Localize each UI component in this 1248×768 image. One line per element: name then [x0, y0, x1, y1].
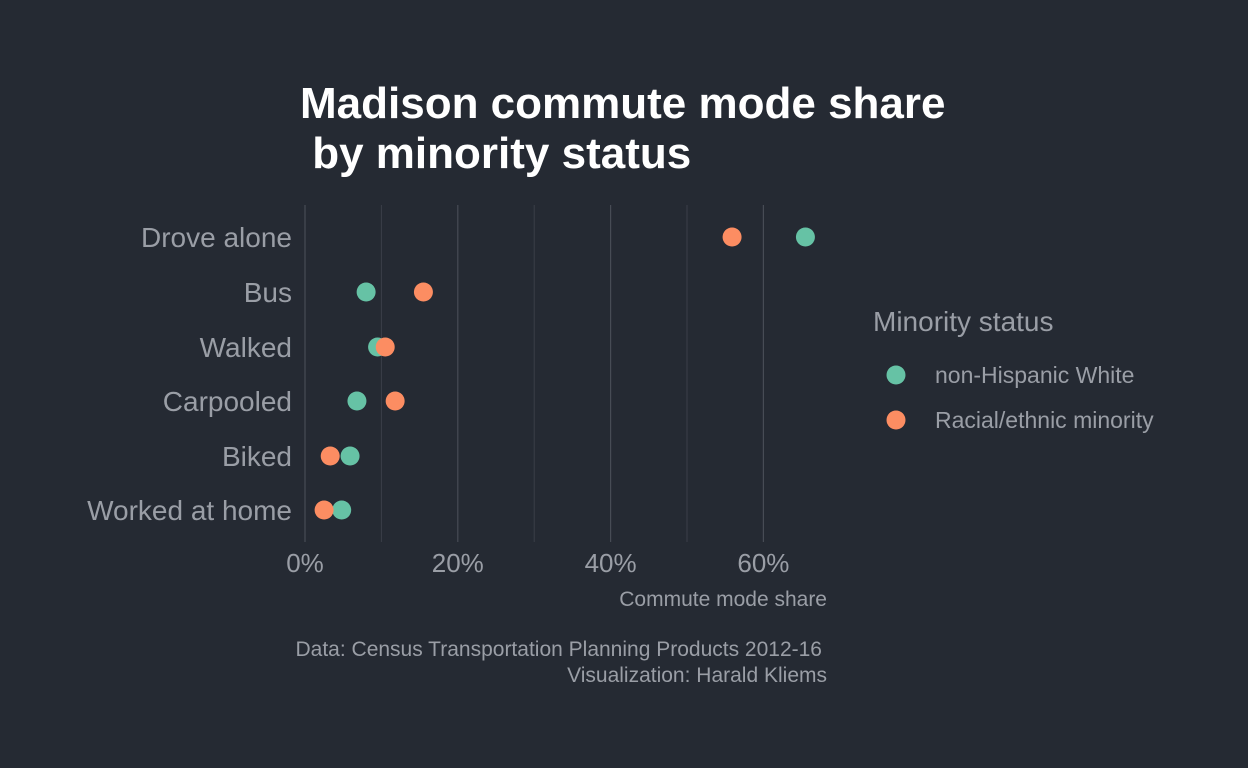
legend-title: Minority status: [873, 306, 1054, 337]
grid: [304, 205, 765, 542]
data-point: [340, 446, 360, 466]
data-point: [332, 500, 352, 520]
caption-line-2: Visualization: Harald Kliems: [567, 664, 827, 687]
category-label: Biked: [222, 441, 292, 472]
x-axis-title: Commute mode share: [619, 588, 827, 611]
x-tick-label: 40%: [585, 548, 637, 578]
caption-line-1: Data: Census Transportation Planning Pro…: [296, 638, 823, 661]
legend-key: [886, 365, 906, 385]
legend-label: Racial/ethnic minority: [935, 407, 1154, 433]
category-labels: Drove alone Bus Walked Carpooled Biked Worked…: [87, 222, 292, 526]
legend-label: non-Hispanic White: [935, 362, 1134, 388]
legend-key: [886, 410, 906, 430]
x-axis-ticks: 0% 20% 40% 60%: [286, 548, 789, 578]
x-tick-label: 60%: [737, 548, 789, 578]
x-tick-label: 20%: [432, 548, 484, 578]
legend: Minority status non-Hispanic White Racial…: [873, 306, 1154, 433]
data-points: [314, 227, 815, 520]
data-point: [314, 500, 334, 520]
data-point: [385, 391, 405, 411]
chart-title-line-1: Madison commute mode share: [300, 79, 945, 128]
data-point: [320, 446, 340, 466]
category-label: Drove alone: [141, 222, 292, 253]
category-label: Walked: [200, 332, 292, 363]
data-point: [795, 227, 815, 247]
data-point: [722, 227, 742, 247]
chart-title-line-2: by minority status: [300, 129, 691, 178]
data-point: [347, 391, 367, 411]
x-tick-label: 0%: [286, 548, 324, 578]
data-point: [375, 337, 395, 357]
category-label: Carpooled: [163, 386, 292, 417]
data-point: [413, 282, 433, 302]
category-label: Worked at home: [87, 495, 292, 526]
data-point: [356, 282, 376, 302]
category-label: Bus: [244, 277, 292, 308]
